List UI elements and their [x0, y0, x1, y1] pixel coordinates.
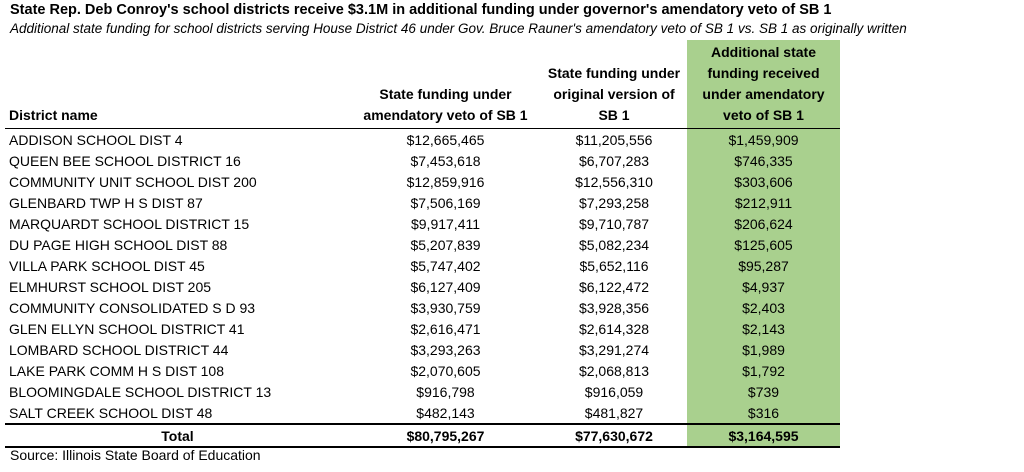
district-name-cell: DU PAGE HIGH SCHOOL DIST 88 [9, 236, 228, 253]
table-row: GLENBARD TWP H S DIST 87 $7,506,169 $7,293… [5, 192, 840, 213]
original-funding-cell: $7,293,258 [578, 194, 650, 211]
table-row: COMMUNITY CONSOLIDATED S D 93 $3,930,759 $… [5, 297, 840, 318]
district-name-cell: SALT CREEK SCHOOL DIST 48 [9, 404, 213, 421]
table-row: GLEN ELLYN SCHOOL DISTRICT 41 $2,616,471 $… [5, 318, 840, 339]
amendatory-funding-cell: $12,665,465 [406, 131, 485, 148]
original-funding-cell: $12,556,310 [575, 173, 653, 190]
total-row: Total $80,795,267 $77,630,672 $3,164,595 [5, 423, 840, 448]
original-funding-cell: $5,652,116 [579, 257, 649, 274]
district-name-cell: ADDISON SCHOOL DIST 4 [9, 131, 183, 148]
amendatory-funding-cell: $2,070,605 [410, 362, 481, 379]
original-funding-cell: $3,928,356 [578, 299, 650, 316]
column-header-original: State funding under original version of … [547, 65, 681, 123]
amendatory-funding-cell: $2,616,471 [410, 320, 481, 337]
additional-funding-cell: $206,624 [687, 213, 840, 234]
page-subtitle: Additional state funding for school dist… [10, 21, 907, 36]
district-name-cell: GLEN ELLYN SCHOOL DISTRICT 41 [9, 320, 245, 337]
page-title: State Rep. Deb Conroy's school districts… [10, 2, 832, 18]
table-row: MARQUARDT SCHOOL DISTRICT 15 $9,917,411 $9… [5, 213, 840, 234]
district-name-cell: LOMBARD SCHOOL DISTRICT 44 [9, 341, 229, 358]
original-funding-cell: $2,614,328 [578, 320, 650, 337]
original-funding-cell: $6,122,472 [578, 278, 650, 295]
total-amendatory: $80,795,267 [350, 423, 541, 448]
original-funding-cell: $3,291,274 [578, 341, 650, 358]
column-header-amendatory: State funding under amendatory veto of S… [363, 86, 528, 123]
district-name-cell: ELMHURST SCHOOL DIST 205 [9, 278, 212, 295]
additional-funding-cell: $1,792 [687, 360, 840, 381]
amendatory-funding-cell: $9,917,411 [410, 215, 481, 232]
additional-funding-cell: $2,143 [687, 318, 840, 339]
total-additional: $3,164,595 [687, 423, 840, 448]
original-funding-cell: $5,082,234 [578, 236, 650, 253]
source-note: Source: Illinois State Board of Educatio… [10, 447, 261, 463]
additional-funding-cell: $746,335 [687, 150, 840, 171]
district-name-cell: MARQUARDT SCHOOL DISTRICT 15 [9, 215, 250, 232]
table-row: QUEEN BEE SCHOOL DISTRICT 16 $7,453,618 $6… [5, 150, 840, 171]
district-name-cell: COMMUNITY UNIT SCHOOL DIST 200 [9, 173, 257, 190]
table-row: ELMHURST SCHOOL DIST 205 $6,127,409 $6,122… [5, 276, 840, 297]
additional-funding-cell: $125,605 [687, 234, 840, 255]
table-row: LAKE PARK COMM H S DIST 108 $2,070,605 $2,… [5, 360, 840, 381]
amendatory-funding-cell: $916,798 [416, 383, 475, 400]
additional-funding-cell: $2,403 [687, 297, 840, 318]
original-funding-cell: $916,059 [584, 383, 644, 400]
column-header-district: District name [9, 107, 98, 123]
table-row: SALT CREEK SCHOOL DIST 48 $482,143 $481,82… [5, 402, 840, 424]
additional-funding-cell: $1,989 [687, 339, 840, 360]
amendatory-funding-cell: $12,859,916 [406, 173, 485, 190]
additional-funding-cell: $95,287 [687, 255, 840, 276]
table-header-row: District name State funding under amenda… [5, 40, 840, 129]
additional-funding-cell: $316 [687, 402, 840, 424]
table-row: DU PAGE HIGH SCHOOL DIST 88 $5,207,839 $5,… [5, 234, 840, 255]
additional-funding-cell: $4,937 [687, 276, 840, 297]
table-row: BLOOMINGDALE SCHOOL DISTRICT 13 $916,798 $… [5, 381, 840, 402]
original-funding-cell: $6,707,283 [578, 152, 650, 169]
original-funding-cell: $481,827 [584, 404, 644, 421]
table-row: COMMUNITY UNIT SCHOOL DIST 200 $12,859,91… [5, 171, 840, 192]
additional-funding-cell: $212,911 [687, 192, 840, 213]
original-funding-cell: $9,710,787 [578, 215, 650, 232]
district-name-cell: COMMUNITY CONSOLIDATED S D 93 [9, 299, 256, 316]
amendatory-funding-cell: $7,453,618 [410, 152, 481, 169]
original-funding-cell: $11,205,556 [575, 131, 653, 148]
funding-table: District name State funding under amenda… [5, 40, 840, 448]
amendatory-funding-cell: $3,930,759 [410, 299, 481, 316]
total-label: Total [5, 423, 350, 448]
amendatory-funding-cell: $5,207,839 [410, 236, 481, 253]
amendatory-funding-cell: $482,143 [416, 404, 475, 421]
table-row: LOMBARD SCHOOL DISTRICT 44 $3,293,263 $3,2… [5, 339, 840, 360]
column-header-additional: Additional state funding received under … [687, 40, 840, 129]
amendatory-funding-cell: $5,747,402 [410, 257, 481, 274]
additional-funding-cell: $1,459,909 [687, 128, 840, 150]
additional-funding-cell: $739 [687, 381, 840, 402]
district-name-cell: BLOOMINGDALE SCHOOL DISTRICT 13 [9, 383, 272, 400]
district-name-cell: VILLA PARK SCHOOL DIST 45 [9, 257, 205, 274]
amendatory-funding-cell: $6,127,409 [410, 278, 481, 295]
table-row: VILLA PARK SCHOOL DIST 45 $5,747,402 $5,65… [5, 255, 840, 276]
total-original: $77,630,672 [541, 423, 687, 448]
original-funding-cell: $2,068,813 [578, 362, 650, 379]
amendatory-funding-cell: $3,293,263 [410, 341, 481, 358]
additional-funding-cell: $303,606 [687, 171, 840, 192]
table-row: ADDISON SCHOOL DIST 4 $12,665,465 $11,205,… [5, 128, 840, 150]
district-name-cell: LAKE PARK COMM H S DIST 108 [9, 362, 224, 379]
district-name-cell: GLENBARD TWP H S DIST 87 [9, 194, 203, 211]
amendatory-funding-cell: $7,506,169 [410, 194, 481, 211]
district-name-cell: QUEEN BEE SCHOOL DISTRICT 16 [9, 152, 241, 169]
